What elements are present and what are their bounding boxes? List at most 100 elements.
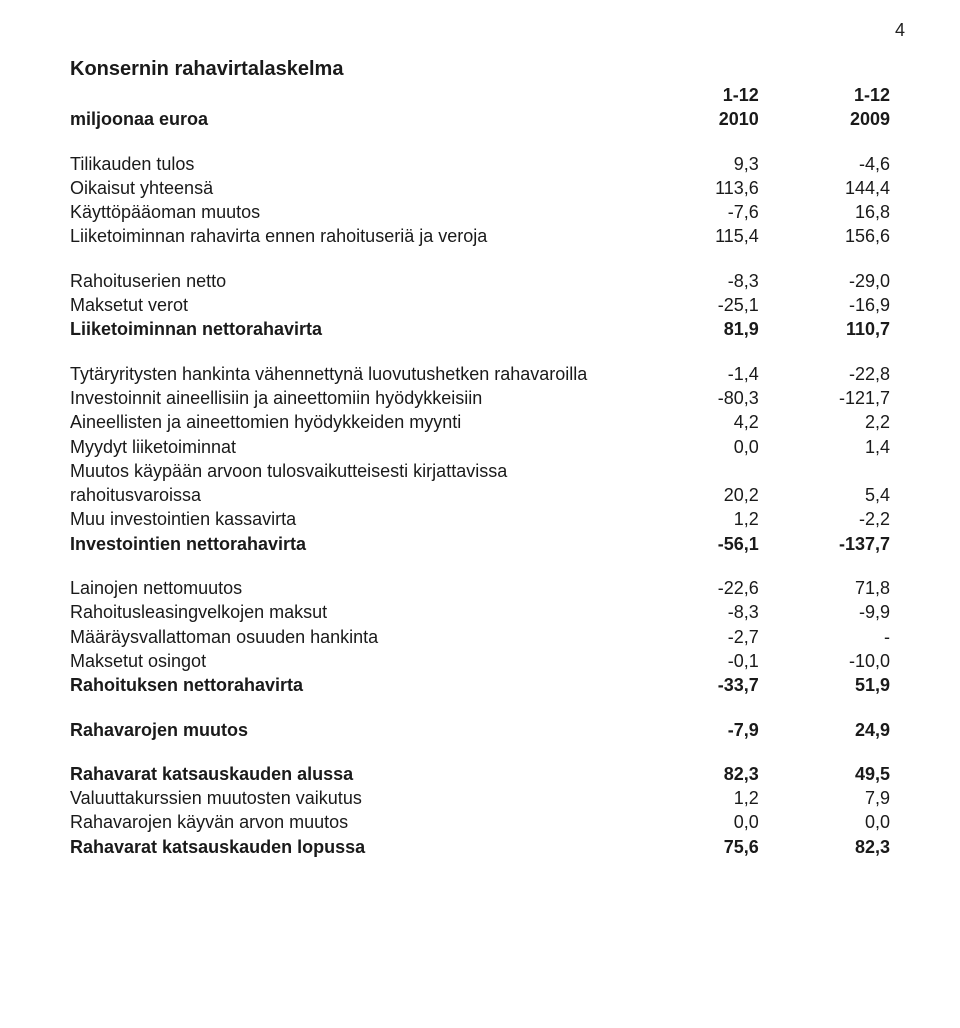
- row-label: Rahavarat katsauskauden alussa: [70, 762, 628, 786]
- row-value-col1: 81,9: [628, 317, 759, 341]
- page-number: 4: [895, 20, 905, 41]
- row-value-col2: 1,4: [759, 435, 890, 459]
- row-label: Muu investointien kassavirta: [70, 507, 628, 531]
- row-label: Käyttöpääoman muutos: [70, 200, 628, 224]
- row-value-col1: -8,3: [628, 269, 759, 293]
- row-value-col1: 0,0: [628, 435, 759, 459]
- row-value-col1: 115,4: [628, 224, 759, 248]
- row-label: Muutos käypään arvoon tulosvaikutteisest…: [70, 459, 628, 508]
- row-value-col1: 113,6: [628, 176, 759, 200]
- cashflow-table: 1-12 1-12 miljoonaa euroa 2010 2009 Tili…: [70, 83, 890, 859]
- row-value-col1: -7,6: [628, 200, 759, 224]
- row-value-col1: 1,2: [628, 786, 759, 810]
- table-row: Rahavarojen muutos-7,924,9: [70, 718, 890, 742]
- row-label: Rahavarojen käyvän arvon muutos: [70, 810, 628, 834]
- table-row: Tilikauden tulos9,3-4,6: [70, 152, 890, 176]
- table-row: Valuuttakurssien muutosten vaikutus1,27,…: [70, 786, 890, 810]
- row-value-col1: -33,7: [628, 673, 759, 697]
- page-root: 4 Konsernin rahavirtalaskelma 1-12 1-12 …: [0, 0, 960, 909]
- row-value-col1: -80,3: [628, 386, 759, 410]
- row-value-col2: -2,2: [759, 507, 890, 531]
- col2-period: 1-12: [759, 83, 890, 107]
- row-value-col2: -16,9: [759, 293, 890, 317]
- table-row: Liiketoiminnan rahavirta ennen rahoituse…: [70, 224, 890, 248]
- row-value-col2: 2,2: [759, 410, 890, 434]
- row-label: Rahavarat katsauskauden lopussa: [70, 835, 628, 859]
- row-value-col2: -22,8: [759, 362, 890, 386]
- table-row: Rahoitusleasingvelkojen maksut-8,3-9,9: [70, 600, 890, 624]
- row-value-col1: -8,3: [628, 600, 759, 624]
- row-value-col1: 82,3: [628, 762, 759, 786]
- row-value-col2: 16,8: [759, 200, 890, 224]
- row-value-col2: 156,6: [759, 224, 890, 248]
- unit-label: miljoonaa euroa: [70, 107, 628, 131]
- row-label: Investointien nettorahavirta: [70, 532, 628, 556]
- row-value-col1: -22,6: [628, 576, 759, 600]
- row-label: Liiketoiminnan rahavirta ennen rahoituse…: [70, 224, 628, 248]
- header-row-1: 1-12 1-12: [70, 83, 890, 107]
- row-value-col2: -137,7: [759, 532, 890, 556]
- row-value-col2: 24,9: [759, 718, 890, 742]
- row-value-col1: 4,2: [628, 410, 759, 434]
- row-label: Tilikauden tulos: [70, 152, 628, 176]
- table-row: Aineellisten ja aineettomien hyödykkeide…: [70, 410, 890, 434]
- table-row: Määräysvallattoman osuuden hankinta-2,7-: [70, 625, 890, 649]
- row-value-col2: -9,9: [759, 600, 890, 624]
- row-label: Määräysvallattoman osuuden hankinta: [70, 625, 628, 649]
- table-row: Muutos käypään arvoon tulosvaikutteisest…: [70, 459, 890, 508]
- row-value-col1: -0,1: [628, 649, 759, 673]
- col1-period: 1-12: [628, 83, 759, 107]
- row-value-col2: -29,0: [759, 269, 890, 293]
- row-label: Valuuttakurssien muutosten vaikutus: [70, 786, 628, 810]
- document-title: Konsernin rahavirtalaskelma: [70, 58, 890, 81]
- row-value-col1: 75,6: [628, 835, 759, 859]
- row-value-col2: 0,0: [759, 810, 890, 834]
- table-row: Lainojen nettomuutos-22,671,8: [70, 576, 890, 600]
- row-label: Rahoituserien netto: [70, 269, 628, 293]
- table-row: Maksetut osingot-0,1-10,0: [70, 649, 890, 673]
- row-label: Rahoituksen nettorahavirta: [70, 673, 628, 697]
- row-label: Rahavarojen muutos: [70, 718, 628, 742]
- table-row: Rahavarat katsauskauden alussa82,349,5: [70, 762, 890, 786]
- row-value-col1: -25,1: [628, 293, 759, 317]
- table-row: Rahoituksen nettorahavirta-33,751,9: [70, 673, 890, 697]
- table-row: Käyttöpääoman muutos-7,616,8: [70, 200, 890, 224]
- row-label: Maksetut osingot: [70, 649, 628, 673]
- row-label: Maksetut verot: [70, 293, 628, 317]
- row-value-col2: -10,0: [759, 649, 890, 673]
- row-value-col2: 7,9: [759, 786, 890, 810]
- row-value-col2: 51,9: [759, 673, 890, 697]
- table-row: Maksetut verot-25,1-16,9: [70, 293, 890, 317]
- table-row: Oikaisut yhteensä113,6144,4: [70, 176, 890, 200]
- row-value-col2: 5,4: [759, 459, 890, 508]
- row-value-col2: 110,7: [759, 317, 890, 341]
- row-value-col2: 49,5: [759, 762, 890, 786]
- header-row-2: miljoonaa euroa 2010 2009: [70, 107, 890, 131]
- row-value-col1: -7,9: [628, 718, 759, 742]
- row-value-col1: -2,7: [628, 625, 759, 649]
- row-value-col1: 1,2: [628, 507, 759, 531]
- row-label: Rahoitusleasingvelkojen maksut: [70, 600, 628, 624]
- table-row: Investoinnit aineellisiin ja aineettomii…: [70, 386, 890, 410]
- row-label: Myydyt liiketoiminnat: [70, 435, 628, 459]
- table-row: Rahavarat katsauskauden lopussa75,682,3: [70, 835, 890, 859]
- row-value-col2: 71,8: [759, 576, 890, 600]
- col2-year: 2009: [759, 107, 890, 131]
- row-label: Lainojen nettomuutos: [70, 576, 628, 600]
- row-value-col2: 82,3: [759, 835, 890, 859]
- row-value-col1: 20,2: [628, 459, 759, 508]
- row-label: Aineellisten ja aineettomien hyödykkeide…: [70, 410, 628, 434]
- table-row: Investointien nettorahavirta-56,1-137,7: [70, 532, 890, 556]
- table-row: Rahavarojen käyvän arvon muutos0,00,0: [70, 810, 890, 834]
- row-value-col2: -4,6: [759, 152, 890, 176]
- row-value-col2: -121,7: [759, 386, 890, 410]
- row-label: Oikaisut yhteensä: [70, 176, 628, 200]
- col1-year: 2010: [628, 107, 759, 131]
- row-label: Tytäryritysten hankinta vähennettynä luo…: [70, 362, 628, 386]
- row-value-col1: -1,4: [628, 362, 759, 386]
- row-value-col1: 0,0: [628, 810, 759, 834]
- table-row: Liiketoiminnan nettorahavirta81,9110,7: [70, 317, 890, 341]
- table-row: Rahoituserien netto-8,3-29,0: [70, 269, 890, 293]
- row-label: Liiketoiminnan nettorahavirta: [70, 317, 628, 341]
- table-row: Myydyt liiketoiminnat0,01,4: [70, 435, 890, 459]
